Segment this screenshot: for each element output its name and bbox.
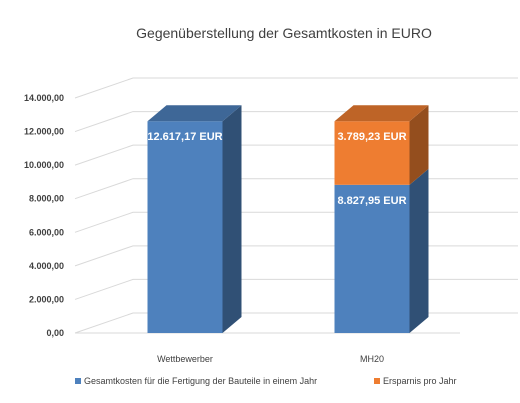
y-axis: 0,00 2.000,00 4.000,00 6.000,00 8.000,00 10.0… <box>24 93 64 338</box>
y-tick-label: 2.000,00 <box>29 294 64 304</box>
bar-segment: 3.789,23 EUR <box>334 105 429 185</box>
x-tick-label: MH20 <box>360 354 384 364</box>
y-tick-label: 14.000,00 <box>24 93 64 103</box>
y-tick-label: 6.000,00 <box>29 227 64 237</box>
y-tick-label: 12.000,00 <box>24 127 64 137</box>
x-tick-label: Wettbewerber <box>157 354 213 364</box>
y-tick-label: 8.000,00 <box>29 194 64 204</box>
gridline <box>74 312 518 334</box>
gridline <box>74 278 518 300</box>
legend-item: Ersparnis pro Jahr <box>374 376 457 386</box>
bars: 12.617,17 EUR 8.827,95 EUR 3.789,23 EUR <box>147 105 429 333</box>
bar-front <box>334 184 410 333</box>
y-tick-label: 10.000,00 <box>24 160 64 170</box>
y-tick-label: 0,00 <box>46 328 64 338</box>
gridline <box>74 144 518 166</box>
gridline <box>74 178 518 200</box>
legend-item: Gesamtkosten für die Fertigung der Baute… <box>75 376 317 386</box>
gridline <box>74 245 518 267</box>
chart-title: Gegenüberstellung der Gesamtkosten in EU… <box>136 25 432 41</box>
bar-top <box>147 105 242 122</box>
bar-front <box>334 121 410 185</box>
gridline <box>74 111 518 133</box>
bar-side <box>409 105 429 185</box>
data-label: 3.789,23 EUR <box>337 131 406 143</box>
legend-swatch <box>75 378 81 384</box>
bar-side <box>409 168 429 333</box>
data-label: 12.617,17 EUR <box>147 131 222 143</box>
legend-swatch <box>374 378 380 384</box>
gridline <box>74 77 518 99</box>
bar-segment: 8.827,95 EUR <box>334 168 429 333</box>
gridlines <box>74 77 518 334</box>
legend-label: Gesamtkosten für die Fertigung der Baute… <box>84 376 317 386</box>
bar-front <box>147 121 223 333</box>
bar-segment: 12.617,17 EUR <box>147 105 242 333</box>
y-tick-label: 4.000,00 <box>29 261 64 271</box>
x-axis: Wettbewerber MH20 <box>157 354 384 364</box>
bar-side <box>222 105 242 333</box>
legend-label: Ersparnis pro Jahr <box>383 376 457 386</box>
legend: Gesamtkosten für die Fertigung der Baute… <box>75 376 457 386</box>
gridline <box>74 211 518 233</box>
bar-top <box>334 105 429 122</box>
data-label: 8.827,95 EUR <box>337 195 406 207</box>
